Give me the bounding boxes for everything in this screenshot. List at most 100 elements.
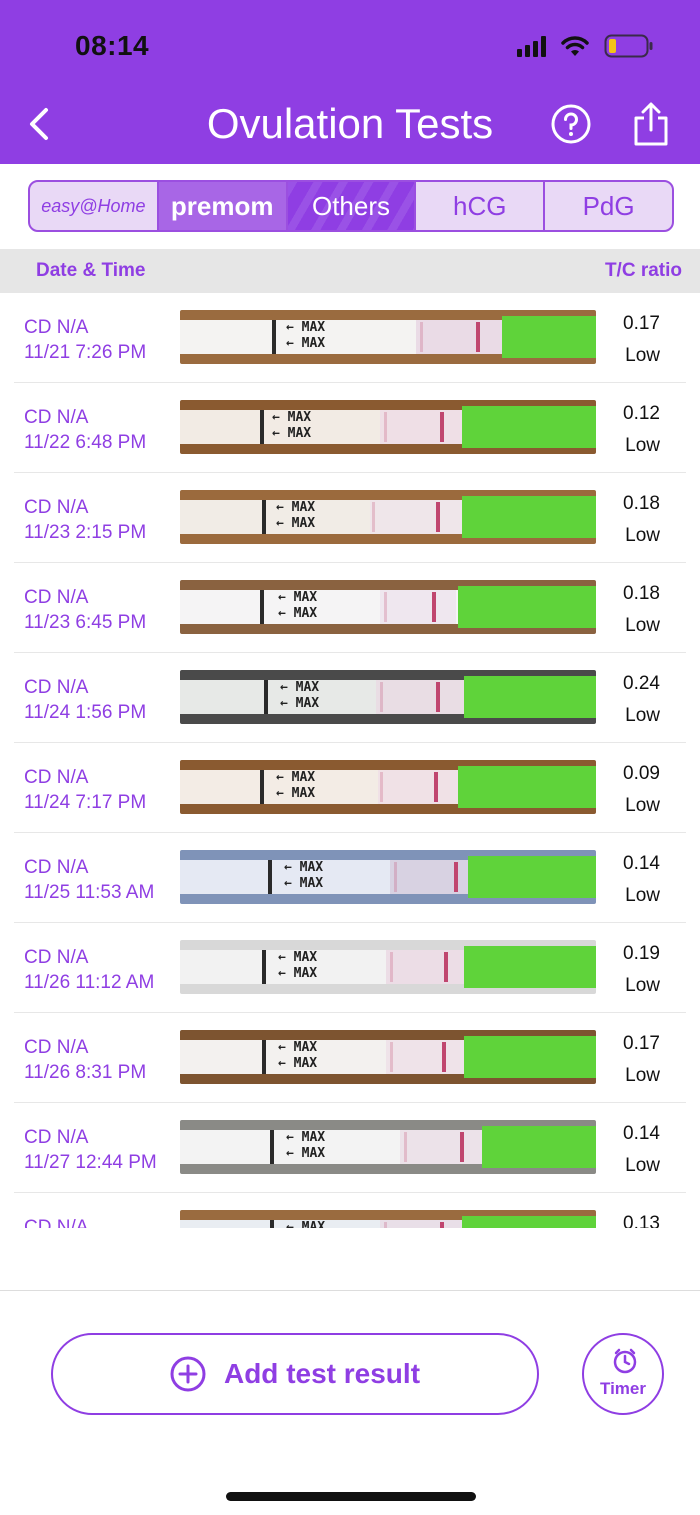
share-icon — [634, 102, 668, 146]
tc-ratio-value: 0.24 — [623, 673, 660, 694]
strip-max-label: ← MAX← MAX — [278, 950, 318, 981]
fertility-level: Low — [625, 345, 660, 366]
test-strip-image[interactable]: ← MAX← MAX — [180, 310, 596, 364]
tc-ratio-value: 0.13 — [623, 1213, 660, 1228]
divider — [0, 1290, 700, 1291]
tc-ratio-value: 0.14 — [623, 1123, 660, 1144]
fertility-level: Low — [625, 435, 660, 456]
strip-max-label: ← MAX← MAX — [276, 500, 316, 531]
strip-max-label: ← MAX← MAX — [280, 680, 320, 711]
test-strip-image[interactable]: ← MAX← MAX — [180, 940, 596, 994]
timer-label: Timer — [600, 1379, 646, 1398]
tc-ratio-value: 0.09 — [623, 763, 660, 784]
plus-circle-icon — [170, 1356, 206, 1392]
cycle-day-label: CD N/A — [24, 1037, 89, 1058]
cycle-day-label: CD N/A — [24, 497, 89, 518]
battery-icon — [604, 34, 654, 58]
test-strip-image[interactable]: ← MAX← MAX — [180, 1120, 596, 1174]
fertility-level: Low — [625, 1155, 660, 1176]
cycle-day-label: CD N/A — [24, 947, 89, 968]
test-result-row[interactable]: CD N/A 11/25 11:53 AM ← MAX ← MAX 0.14 Low — [14, 833, 686, 923]
test-datetime: 11/21 7:26 PM — [24, 342, 147, 363]
back-button[interactable] — [22, 100, 58, 148]
status-time: 08:14 — [75, 30, 150, 61]
timer-button[interactable]: Timer — [582, 1333, 664, 1415]
fertility-level: Low — [625, 1065, 660, 1086]
test-datetime: 11/23 6:45 PM — [24, 612, 147, 633]
add-test-result-label: Add test result — [223, 1358, 421, 1389]
home-indicator — [226, 1492, 476, 1501]
page-title: Ovulation Tests — [206, 100, 494, 147]
strip-max-label: ← MAX← MAX — [278, 590, 318, 621]
tc-ratio-value: 0.19 — [623, 943, 660, 964]
test-result-row[interactable]: CD N/A 11/26 11:12 AM ← MAX ← MAX 0.19 Low — [14, 923, 686, 1013]
tc-ratio-value: 0.17 — [623, 1033, 660, 1054]
test-strip-image[interactable]: ← MAX← MAX — [180, 850, 596, 904]
test-strip-image[interactable]: ← MAX← MAX — [180, 1210, 596, 1228]
strip-max-label: ← MAX← MAX — [286, 1130, 326, 1161]
test-result-row[interactable]: CD N/A 11/22 6:48 PM ← MAX ← MAX 0.12 Low — [14, 383, 686, 473]
column-header: Date & Time T/C ratio — [0, 249, 700, 293]
fertility-level: Low — [625, 705, 660, 726]
column-date-time: Date & Time — [36, 260, 146, 281]
test-result-row[interactable]: CD N/A ← MAX← MAX 0.13 — [14, 1193, 686, 1228]
fertility-level: Low — [625, 795, 660, 816]
cycle-day-label: CD N/A — [24, 677, 89, 698]
test-results-list[interactable]: CD N/A 11/21 7:26 PM ← MAX ← MAX 0.17 Low CD N… — [0, 293, 700, 1228]
cycle-day-label: CD N/A — [24, 767, 89, 788]
cycle-day-label: CD N/A — [24, 1127, 89, 1148]
column-tc-ratio: T/C ratio — [604, 260, 682, 281]
test-datetime: 11/25 11:53 AM — [24, 882, 155, 903]
test-strip-image[interactable]: ← MAX← MAX — [180, 1030, 596, 1084]
tab-label: Others — [311, 190, 390, 221]
strip-max-label: ← MAX← MAX — [286, 320, 326, 351]
tab-easy-at-home[interactable]: easy@Home — [30, 182, 159, 230]
chevron-left-icon — [30, 108, 48, 140]
fertility-level: Low — [625, 615, 660, 636]
share-button[interactable] — [630, 100, 672, 148]
test-result-row[interactable]: CD N/A 11/26 8:31 PM ← MAX ← MAX 0.17 Low — [14, 1013, 686, 1103]
tc-ratio-value: 0.14 — [623, 853, 660, 874]
strip-max-label: ← MAX← MAX — [272, 410, 312, 441]
test-result-row[interactable]: CD N/A 11/24 7:17 PM ← MAX ← MAX 0.09 Low — [14, 743, 686, 833]
tc-ratio-value: 0.17 — [623, 313, 660, 334]
status-icons — [517, 34, 654, 58]
test-strip-image[interactable]: ← MAX← MAX — [180, 760, 596, 814]
fertility-level: Low — [625, 975, 660, 996]
tc-ratio-value: 0.12 — [623, 403, 660, 424]
test-result-row[interactable]: CD N/A 11/24 1:56 PM ← MAX ← MAX 0.24 Low — [14, 653, 686, 743]
test-result-row[interactable]: CD N/A 11/23 6:45 PM ← MAX ← MAX 0.18 Low — [14, 563, 686, 653]
strip-max-label: ← MAX← MAX — [276, 770, 316, 801]
help-button[interactable] — [550, 103, 592, 145]
test-strip-image[interactable]: ← MAX← MAX — [180, 490, 596, 544]
tab-others[interactable]: Others — [287, 182, 417, 230]
cellular-signal-icon — [517, 35, 546, 57]
test-result-row[interactable]: CD N/A 11/27 12:44 PM ← MAX ← MAX 0.14 Low — [14, 1103, 686, 1193]
cycle-day-label: CD N/A — [24, 1217, 89, 1228]
tab-label: easy@Home — [41, 195, 146, 216]
cycle-day-label: CD N/A — [24, 587, 89, 608]
test-result-row[interactable]: CD N/A 11/23 2:15 PM ← MAX ← MAX 0.18 Low — [14, 473, 686, 563]
cycle-day-label: CD N/A — [24, 407, 89, 428]
strip-max-label: ← MAX← MAX — [278, 1040, 318, 1071]
wifi-icon — [560, 35, 590, 57]
tc-ratio-value: 0.18 — [623, 583, 660, 604]
tab-hcg[interactable]: hCG — [416, 182, 546, 230]
tc-ratio-value: 0.18 — [623, 493, 660, 514]
test-datetime: 11/23 2:15 PM — [24, 522, 147, 543]
test-datetime: 11/26 8:31 PM — [24, 1062, 147, 1083]
cycle-day-label: CD N/A — [24, 317, 89, 338]
test-strip-image[interactable]: ← MAX← MAX — [180, 670, 596, 724]
tab-pdg[interactable]: PdG — [545, 182, 672, 230]
test-strip-image[interactable]: ← MAX← MAX — [180, 400, 596, 454]
test-strip-image[interactable]: ← MAX← MAX — [180, 580, 596, 634]
fertility-level: Low — [625, 525, 660, 546]
test-datetime: 11/24 7:17 PM — [24, 792, 147, 813]
tab-premom[interactable]: premom — [158, 182, 288, 230]
strip-max-label: ← MAX← MAX — [284, 860, 324, 891]
strip-max-label: ← MAX← MAX — [286, 1220, 326, 1228]
tab-label: hCG — [453, 190, 507, 221]
test-result-row[interactable]: CD N/A 11/21 7:26 PM ← MAX ← MAX 0.17 Low — [14, 293, 686, 383]
tab-label: premom — [170, 190, 274, 221]
add-test-result-button[interactable]: Add test result — [51, 1333, 539, 1415]
